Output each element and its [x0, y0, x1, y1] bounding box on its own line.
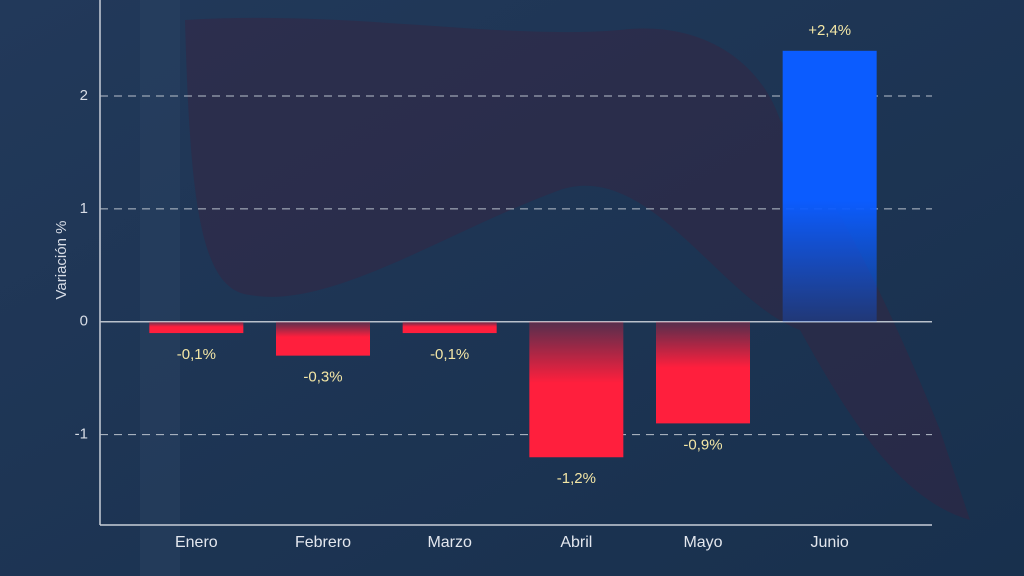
flag-pole — [140, 0, 180, 576]
bar — [402, 321, 497, 334]
value-label: -0,1% — [177, 346, 216, 363]
bar — [149, 321, 244, 334]
x-tick-label: Junio — [811, 534, 849, 551]
y-tick-label: 2 — [80, 87, 88, 104]
y-tick-label: -1 — [75, 426, 88, 443]
bar — [782, 50, 877, 322]
x-tick-label: Abril — [560, 534, 592, 551]
y-tick-label: 0 — [80, 313, 88, 330]
x-tick-label: Mayo — [683, 534, 722, 551]
bar — [276, 321, 370, 356]
y-tick-label: 1 — [80, 200, 88, 217]
x-tick-label: Marzo — [427, 534, 472, 551]
bar — [656, 321, 750, 424]
flag-shape — [185, 17, 970, 521]
value-label: -0,1% — [430, 346, 469, 363]
x-tick-label: Febrero — [295, 534, 351, 551]
value-label: -0,9% — [683, 436, 722, 453]
y-axis-label: Variación % — [53, 221, 70, 300]
value-label: +2,4% — [808, 22, 851, 39]
value-label: -1,2% — [557, 470, 596, 487]
bar — [529, 321, 624, 458]
value-label: -0,3% — [303, 369, 342, 386]
x-tick-label: Enero — [175, 534, 218, 551]
